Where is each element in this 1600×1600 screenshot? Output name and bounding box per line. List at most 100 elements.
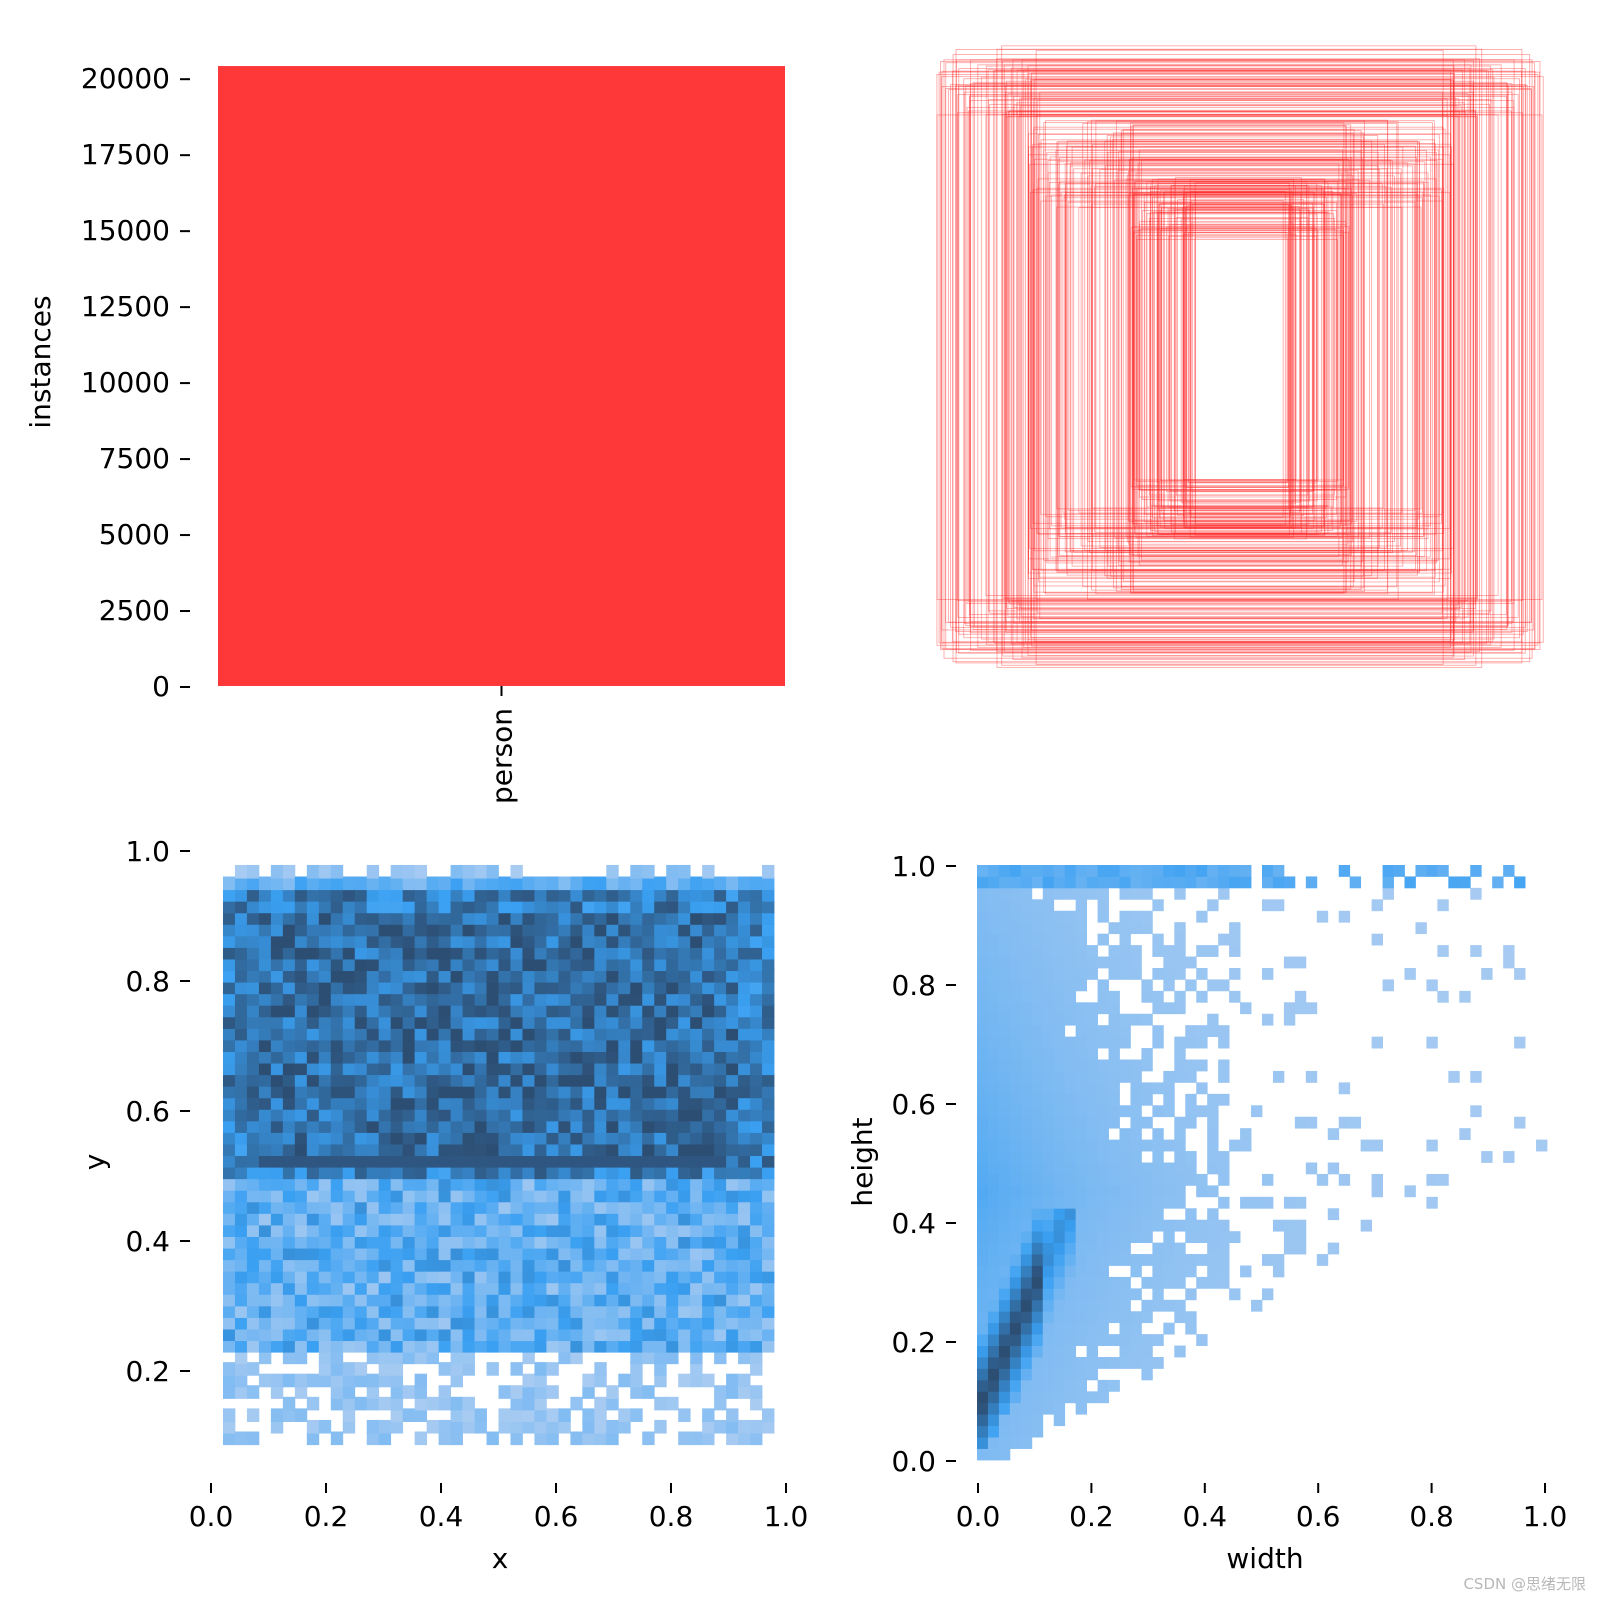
- xy-cell: [678, 934, 691, 948]
- xy-cell: [426, 1327, 440, 1342]
- xy-cell: [534, 1431, 547, 1446]
- xy-cell: [282, 1177, 296, 1191]
- wh-cell: [977, 899, 989, 912]
- wh-cell: [1053, 1093, 1066, 1106]
- xy-cell: [510, 1177, 523, 1191]
- xy-cell: [378, 888, 392, 902]
- xy-cell: [510, 1049, 523, 1064]
- xy-cell: [258, 1096, 272, 1110]
- xy-cell: [570, 1396, 583, 1411]
- wh-cell: [1130, 1208, 1142, 1221]
- wh-cell: [977, 1345, 989, 1358]
- xy-cell: [522, 899, 535, 914]
- xy-cell: [582, 1003, 595, 1018]
- xy-cell: [222, 1165, 236, 1180]
- xy-cell: [330, 1154, 344, 1168]
- xy-cell: [246, 1246, 260, 1261]
- xy-cell: [438, 1327, 451, 1342]
- wh-cell: [1130, 1059, 1142, 1072]
- xy-cell: [558, 1315, 571, 1330]
- xy-cell: [378, 1049, 392, 1064]
- wh-y-ticks: 0.00.20.40.60.81.0: [891, 850, 956, 1478]
- xy-cell: [258, 1327, 272, 1342]
- xy-cell: [402, 1119, 416, 1133]
- xy-cell: [306, 969, 320, 983]
- xy-cell: [546, 1015, 559, 1029]
- xy-cell: [390, 1362, 404, 1376]
- xy-cell: [378, 899, 392, 914]
- xy-cell: [294, 1038, 308, 1052]
- xy-cell: [558, 1246, 571, 1261]
- xy-cell: [306, 922, 320, 937]
- xy-cell: [426, 1165, 440, 1180]
- bounding-box: [1141, 159, 1344, 561]
- wh-cell: [1207, 945, 1219, 957]
- wh-cell: [1053, 1128, 1066, 1141]
- xy-cell: [246, 1096, 260, 1110]
- wh-cell: [987, 1219, 1000, 1232]
- xy-cell: [546, 1431, 559, 1446]
- wh-cell: [1009, 1276, 1022, 1289]
- xy-cell: [390, 957, 404, 972]
- xy-cell: [666, 1200, 679, 1214]
- wh-cell: [1119, 933, 1131, 946]
- wh-cell: [1174, 1116, 1186, 1129]
- xy-cell: [426, 1015, 440, 1029]
- xy-cell: [570, 1281, 583, 1295]
- xy-cell: [498, 1015, 511, 1029]
- xy-cell: [690, 1234, 703, 1249]
- xy-cell: [306, 1281, 320, 1295]
- xy-cell: [618, 1049, 631, 1064]
- xy-cell: [522, 1304, 535, 1318]
- wh-cell: [1042, 979, 1055, 992]
- wh-cell: [1338, 910, 1351, 923]
- wh-cell: [1097, 1116, 1109, 1129]
- xy-cell: [474, 1130, 487, 1145]
- wh-cell: [1097, 1276, 1109, 1289]
- xy-cell: [522, 1292, 535, 1307]
- xy-cell: [642, 1234, 655, 1249]
- xy-cell: [246, 1200, 260, 1214]
- xy-cell: [522, 911, 535, 925]
- xy-cell: [294, 1315, 308, 1330]
- xy-cell: [642, 1119, 655, 1133]
- xy-cell: [330, 1396, 344, 1411]
- wh-cell: [1086, 1185, 1098, 1198]
- bounding-box: [945, 88, 1532, 623]
- bounding-box: [1090, 185, 1387, 536]
- wh-cell: [1141, 1357, 1153, 1369]
- xy-cell: [402, 1269, 416, 1284]
- xy-cell: [750, 1327, 763, 1342]
- xy-cell: [474, 1177, 487, 1191]
- xy-cell: [402, 1142, 416, 1157]
- xy-cell: [618, 1315, 631, 1330]
- wh-cell: [1305, 1002, 1318, 1015]
- wh-cell: [977, 1437, 989, 1449]
- xy-cell: [438, 957, 451, 972]
- xy-cell: [582, 1142, 595, 1157]
- xy-cell: [522, 1327, 535, 1342]
- xy-cell: [618, 1177, 631, 1191]
- xy-cell: [402, 1408, 416, 1422]
- xy-cell: [282, 1223, 296, 1237]
- xy-cell: [762, 957, 775, 972]
- xy-cell: [630, 980, 643, 995]
- wh-cell: [1009, 1322, 1022, 1335]
- xy-cell: [750, 1165, 763, 1180]
- xy-cell: [486, 899, 499, 914]
- wh-cell: [1020, 1151, 1033, 1163]
- wh-cell: [1108, 1185, 1120, 1198]
- xy-cell: [594, 1038, 607, 1052]
- xy-cell: [558, 1107, 571, 1122]
- xy-cell: [438, 1049, 451, 1064]
- xy-cell: [558, 1200, 571, 1214]
- wh-cell: [1086, 1242, 1098, 1255]
- xy-cell: [426, 888, 440, 902]
- xy-cell: [558, 922, 571, 937]
- xy-cell: [426, 1084, 440, 1099]
- xy-cell: [438, 1396, 451, 1411]
- xy-cell: [522, 980, 535, 995]
- xy-cell: [594, 980, 607, 995]
- xy-cell: [318, 1292, 332, 1307]
- wh-cell: [1514, 876, 1526, 889]
